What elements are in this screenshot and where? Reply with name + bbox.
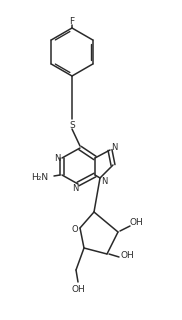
Text: OH: OH <box>71 284 85 293</box>
Text: O: O <box>72 225 78 234</box>
Text: N: N <box>72 183 78 193</box>
Text: N: N <box>54 154 60 163</box>
Text: S: S <box>69 121 75 130</box>
Text: OH: OH <box>120 252 134 260</box>
Text: N: N <box>111 142 117 151</box>
Text: F: F <box>70 17 75 26</box>
Text: H₂N: H₂N <box>31 172 48 181</box>
Text: N: N <box>101 177 107 186</box>
Text: OH: OH <box>129 218 143 227</box>
